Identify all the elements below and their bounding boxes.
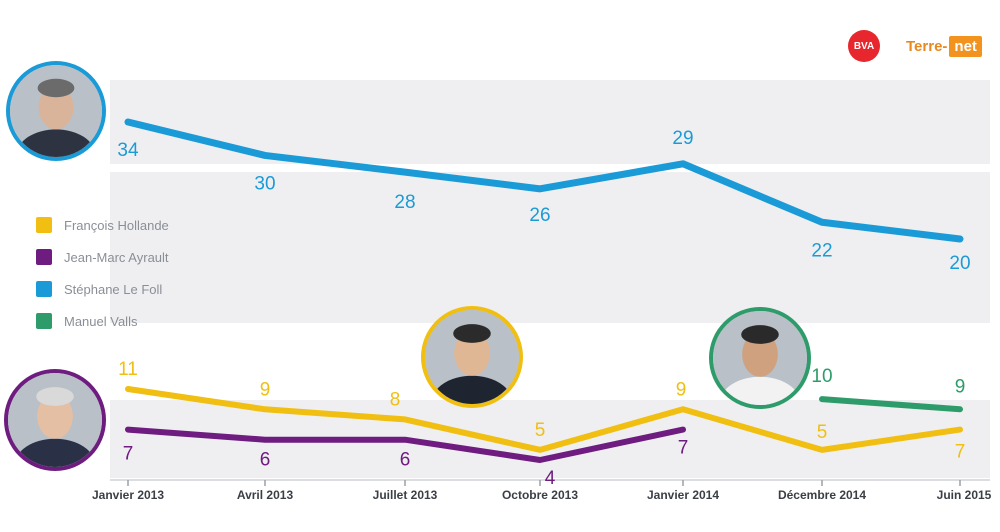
data-label-lefoll: 34 [117, 140, 139, 161]
valls-portrait [709, 307, 811, 409]
data-label-valls: 9 [955, 376, 966, 397]
data-label-lefoll: 29 [672, 128, 693, 149]
legend-item-lefoll: Stéphane Le Foll [36, 273, 169, 305]
legend-swatch [36, 281, 52, 297]
series-line-hollande [125, 386, 963, 453]
legend-item-hollande: François Hollande [36, 209, 169, 241]
series-lines [124, 118, 964, 463]
data-label-lefoll: 22 [811, 240, 832, 261]
legend-label: Manuel Valls [64, 313, 138, 329]
legend-swatch [36, 313, 52, 329]
data-label-hollande: 9 [676, 379, 687, 400]
x-tick-label: Décembre 2014 [778, 488, 866, 502]
data-label-lefoll: 30 [254, 173, 275, 194]
lefoll-portrait [6, 61, 106, 161]
data-label-lefoll: 20 [949, 253, 970, 274]
x-tick-label: Janvier 2014 [647, 488, 719, 502]
data-label-lefoll: 28 [394, 192, 415, 213]
data-label-hollande: 5 [817, 422, 828, 443]
legend-label: François Hollande [64, 217, 169, 233]
series-line-ayrault [125, 426, 686, 463]
data-label-valls: 10 [811, 366, 832, 387]
data-label-ayrault: 6 [260, 450, 271, 471]
legend: François Hollande Jean-Marc Ayrault Stépha… [36, 209, 169, 337]
legend-swatch [36, 217, 52, 233]
legend-item-ayrault: Jean-Marc Ayrault [36, 241, 169, 273]
legend-swatch [36, 249, 52, 265]
terre-net-logo: Terre-net [906, 34, 982, 58]
data-labels: 11 9 8 5 9 5 7 7 6 6 4 7 34 30 28 26 29 22 20 10 9 [117, 128, 970, 489]
bva-logo: BVA [848, 30, 880, 62]
legend-label: Stéphane Le Foll [64, 281, 163, 297]
x-tick-label: Janvier 2013 [92, 488, 164, 502]
data-label-ayrault: 4 [545, 468, 556, 489]
x-tick-label: Avril 2013 [237, 488, 294, 502]
data-label-hollande: 8 [390, 389, 401, 410]
background-bands [110, 80, 990, 478]
data-label-hollande: 11 [118, 359, 138, 380]
x-tick-label: Juin 2015 [937, 488, 992, 502]
x-tick-label: Juillet 2013 [373, 488, 438, 502]
hollande-portrait [421, 306, 523, 408]
data-label-lefoll: 26 [529, 205, 550, 226]
ayrault-portrait [4, 369, 106, 471]
x-axis: Janvier 2013 Avril 2013 Juillet 2013 Octobr… [92, 479, 992, 502]
portrait-photos [4, 61, 811, 471]
data-label-ayrault: 6 [400, 450, 411, 471]
legend-item-valls: Manuel Valls [36, 305, 169, 337]
series-line-lefoll [124, 118, 964, 243]
x-tick-label: Octobre 2013 [502, 488, 578, 502]
band-2 [110, 243, 990, 323]
data-label-ayrault: 7 [123, 444, 134, 465]
series-line-valls [819, 396, 963, 413]
data-label-hollande: 7 [955, 442, 966, 463]
legend-label: Jean-Marc Ayrault [64, 249, 169, 265]
data-label-hollande: 9 [260, 379, 271, 400]
data-label-ayrault: 7 [678, 438, 689, 459]
data-label-hollande: 5 [535, 420, 546, 441]
